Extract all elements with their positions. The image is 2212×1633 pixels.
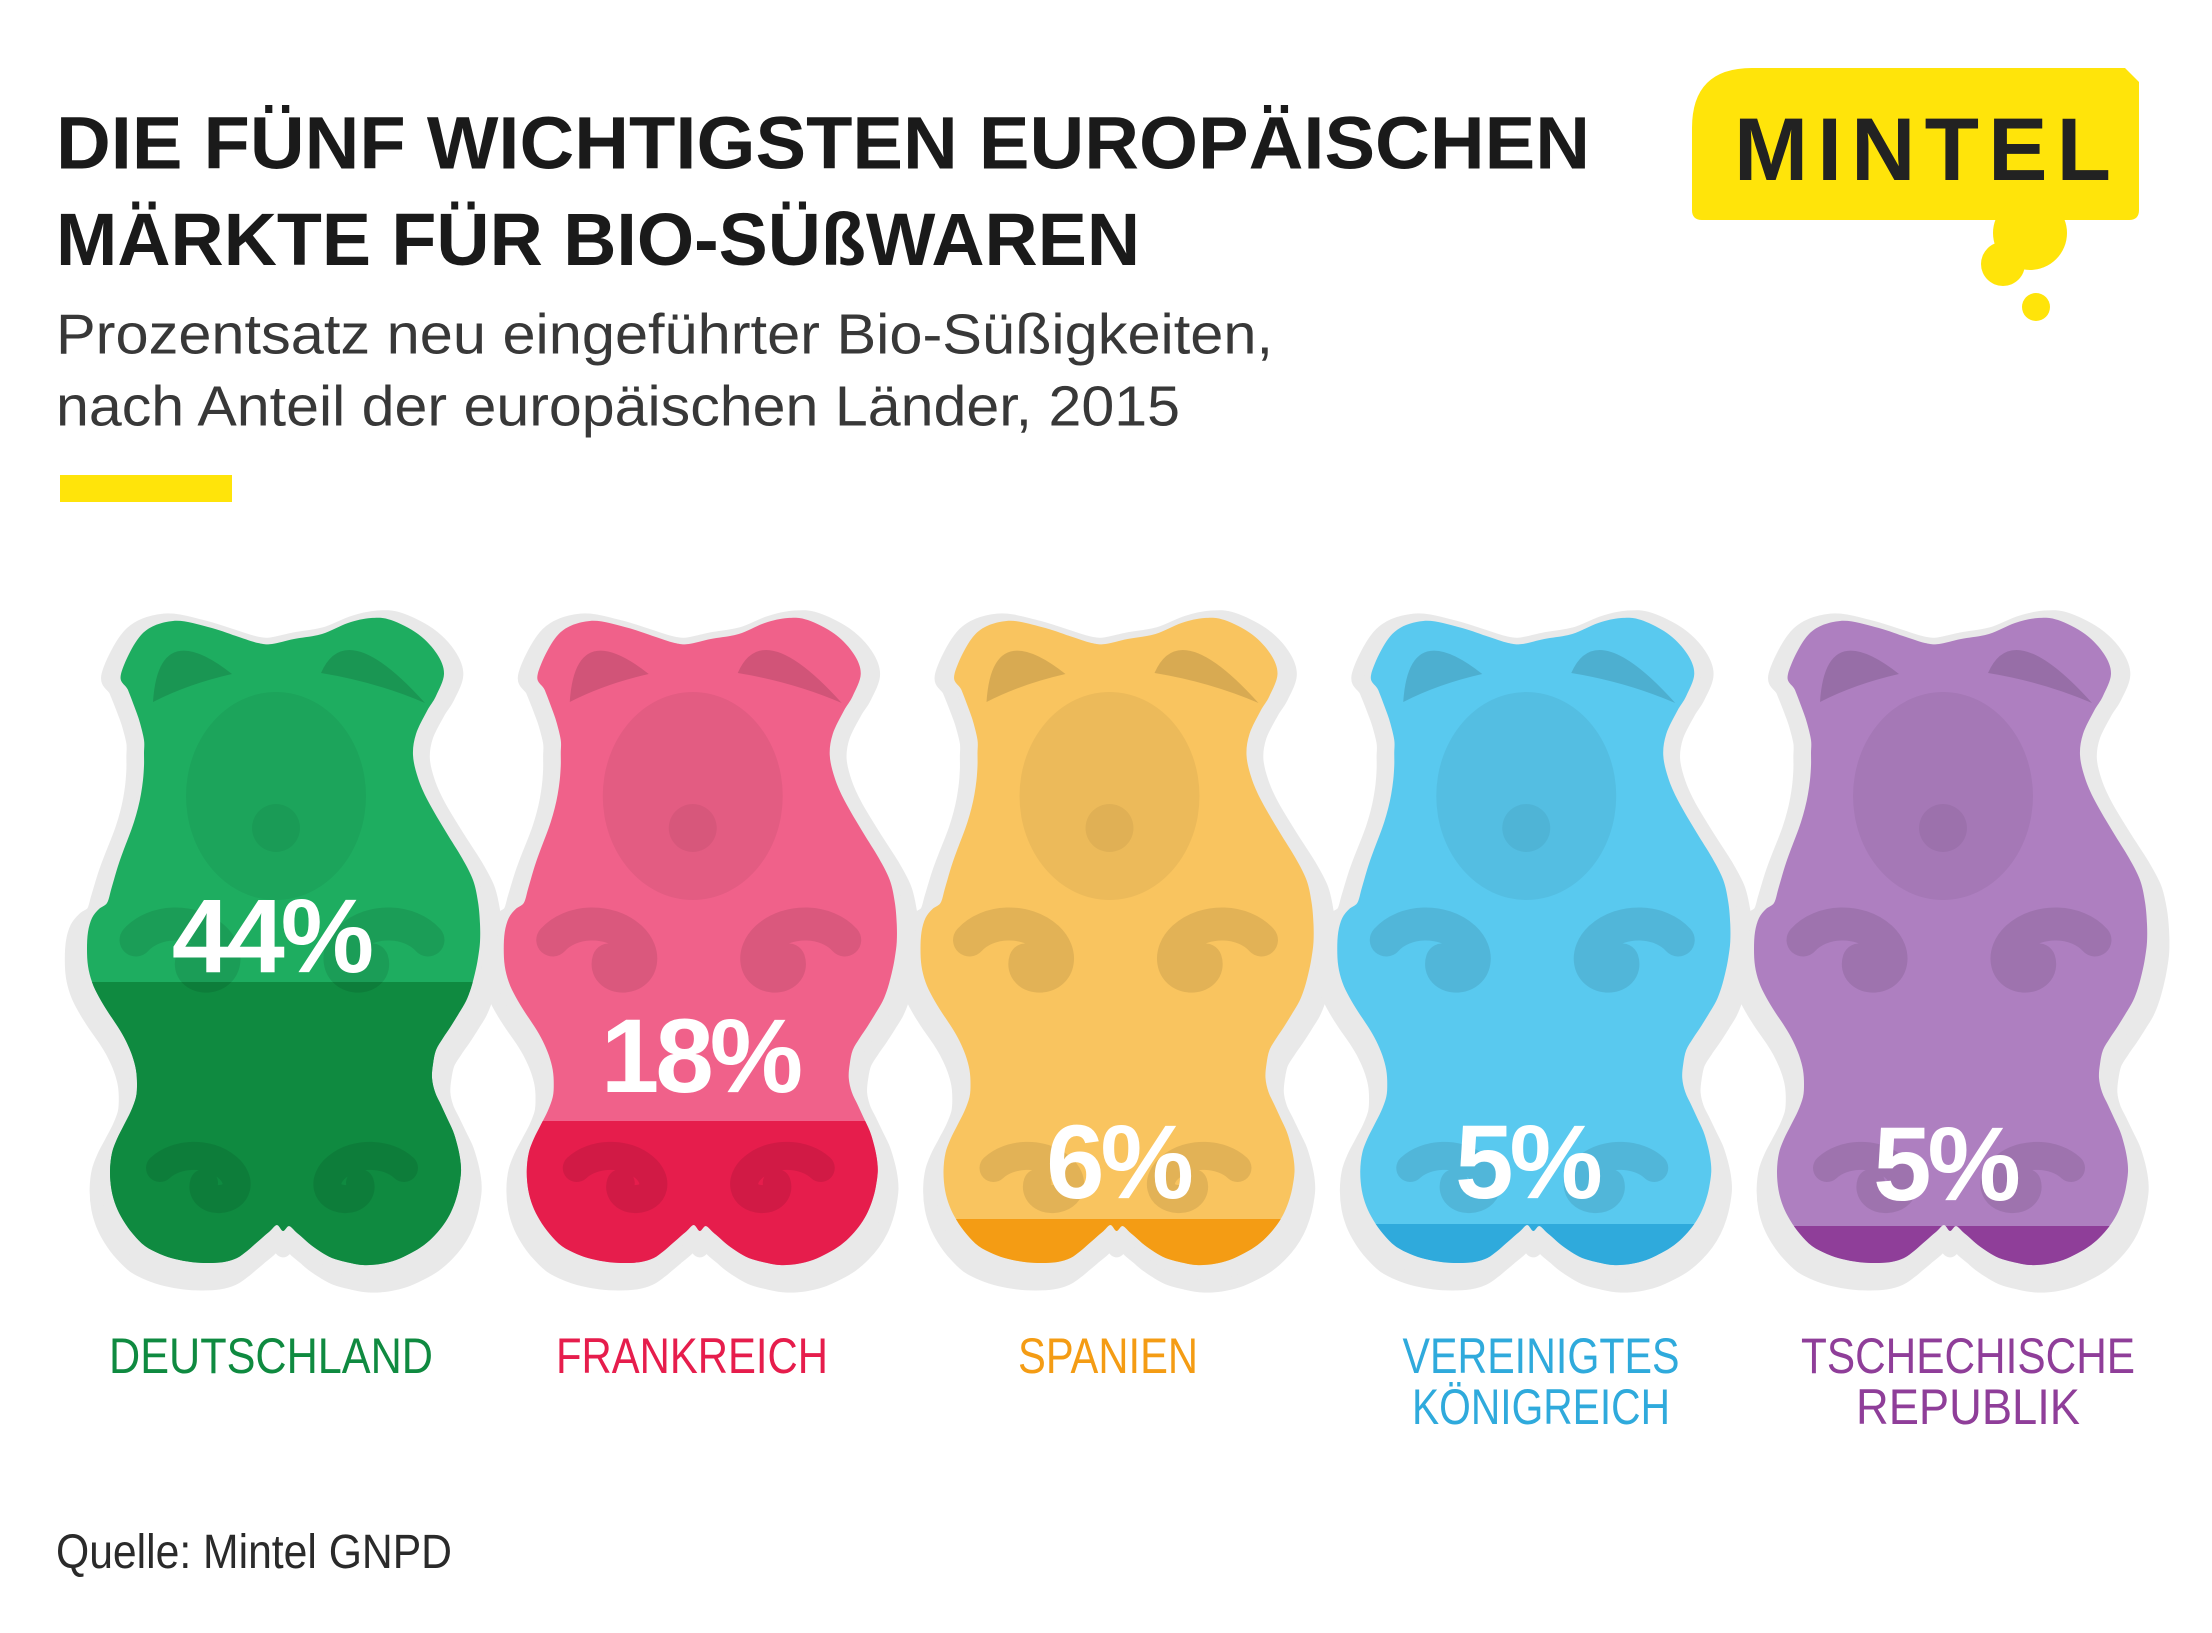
svg-text:FRANKREICH: FRANKREICH <box>556 1328 828 1384</box>
svg-text:KÖNIGREICH: KÖNIGREICH <box>1412 1379 1670 1435</box>
svg-text:5%: 5% <box>1455 1104 1600 1221</box>
svg-text:44%: 44% <box>172 878 372 995</box>
svg-text:5%: 5% <box>1873 1106 2018 1223</box>
svg-text:nach Anteil der europäischen L: nach Anteil der europäischen Länder, 201… <box>56 375 1180 439</box>
svg-text:18%: 18% <box>601 998 801 1115</box>
svg-text:6%: 6% <box>1046 1104 1191 1221</box>
svg-text:DEUTSCHLAND: DEUTSCHLAND <box>109 1328 433 1384</box>
svg-text:MÄRKTE FÜR BIO-SÜßWAREN: MÄRKTE FÜR BIO-SÜßWAREN <box>56 198 1140 281</box>
svg-text:Quelle: Mintel GNPD: Quelle: Mintel GNPD <box>56 1526 452 1579</box>
svg-text:Prozentsatz neu eingeführter B: Prozentsatz neu eingeführter Bio-Süßigke… <box>56 303 1273 367</box>
svg-text:REPUBLIK: REPUBLIK <box>1856 1379 2080 1435</box>
svg-text:DIE FÜNF WICHTIGSTEN EUROPÄISC: DIE FÜNF WICHTIGSTEN EUROPÄISCHEN <box>56 102 1590 185</box>
svg-text:VEREINIGTES: VEREINIGTES <box>1403 1328 1680 1384</box>
svg-text:SPANIEN: SPANIEN <box>1018 1328 1198 1384</box>
svg-text:TSCHECHISCHE: TSCHECHISCHE <box>1801 1328 2135 1384</box>
